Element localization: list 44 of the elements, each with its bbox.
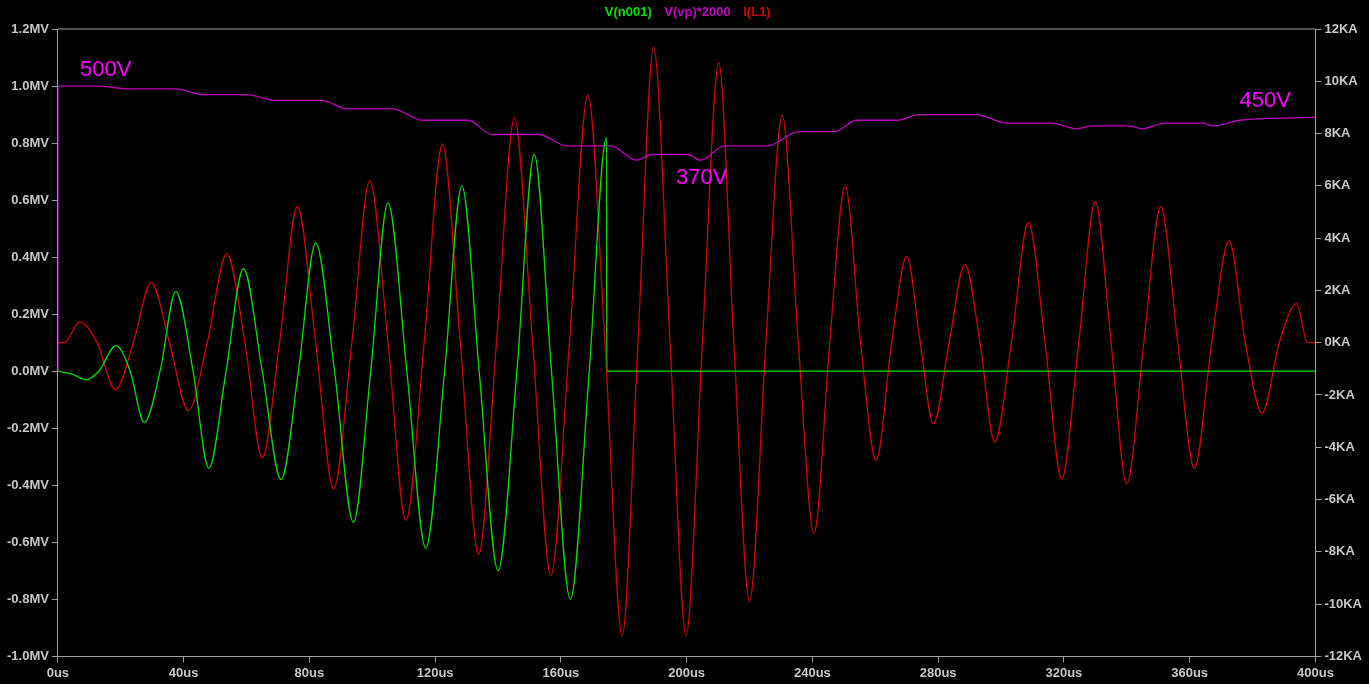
x-tick-label: 320us [1045, 664, 1083, 680]
x-tick-label: 280us [919, 664, 957, 680]
x-tick-label: 120us [416, 664, 454, 680]
y-tick-label: 0.4MV [11, 248, 50, 264]
x-tick-label: 240us [793, 664, 831, 680]
y-tick-label: -0.6MV [6, 533, 50, 549]
y2-tick-label: -6KA [1324, 491, 1356, 507]
y2-tick-label: -12KA [1324, 647, 1363, 663]
y2-tick-label: -8KA [1324, 543, 1356, 559]
y-tick-label: 0.0MV [11, 362, 50, 378]
y2-tick-label: 10KA [1324, 72, 1359, 88]
y-tick-label: -0.8MV [6, 590, 50, 606]
y2-tick-label: 2KA [1324, 281, 1352, 297]
annotation: 450V [1239, 87, 1292, 113]
x-tick-label: 80us [294, 664, 325, 680]
line-series [57, 136, 1316, 601]
y2-tick-label: 0KA [1324, 334, 1352, 350]
annotation: 500V [79, 55, 132, 81]
y2-tick-label: -4KA [1324, 438, 1356, 454]
line-series [57, 46, 1316, 637]
y-tick-label: -0.4MV [6, 476, 50, 492]
y-tick-label: -1.0MV [6, 647, 50, 663]
y2-tick-label: -10KA [1324, 595, 1363, 611]
x-tick-label: 200us [668, 664, 706, 680]
x-tick-label: 0us [46, 664, 70, 680]
x-tick-label: 400us [1297, 664, 1334, 680]
y2-tick-label: -2KA [1324, 386, 1356, 402]
y-tick-label: 1.0MV [11, 77, 50, 93]
text: I(L1) [743, 4, 771, 20]
y-tick-label: 1.2MV [11, 20, 50, 36]
x-tick-label: 40us [168, 664, 199, 680]
y-tick-label: 0.2MV [11, 305, 50, 321]
y-tick-label: 0.6MV [11, 191, 50, 207]
y-tick-label: -0.2MV [6, 419, 50, 435]
text: V(vp)*2000 [664, 4, 731, 20]
x-tick-label: 360us [1171, 664, 1209, 680]
y-tick-label: 0.8MV [11, 134, 50, 150]
x-tick-label: 160us [542, 664, 580, 680]
y2-tick-label: 6KA [1324, 177, 1352, 193]
y2-tick-label: 4KA [1324, 229, 1352, 245]
y2-tick-label: 12KA [1324, 20, 1359, 36]
text: V(n001) [604, 4, 652, 20]
y2-tick-label: 8KA [1324, 125, 1352, 141]
line-series [57, 85, 1316, 372]
